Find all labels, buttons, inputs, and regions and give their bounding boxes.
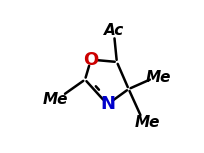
Text: Me: Me <box>43 92 68 107</box>
Text: N: N <box>99 95 114 113</box>
Text: Me: Me <box>134 115 160 130</box>
Text: Ac: Ac <box>104 23 124 38</box>
Text: Me: Me <box>145 70 170 85</box>
Text: O: O <box>83 51 98 69</box>
